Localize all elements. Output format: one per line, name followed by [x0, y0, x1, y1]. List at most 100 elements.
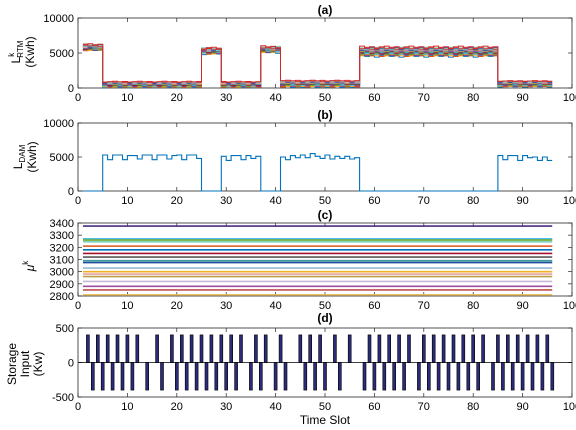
panel-d-bar [432, 335, 435, 363]
panel-d-xtick-label: 30 [220, 401, 232, 413]
panel-d-bar [304, 363, 307, 391]
panel-a-xtick-label: 80 [467, 92, 479, 104]
panel-d-bar [131, 363, 134, 391]
panel-a-xtick-label: 0 [75, 92, 81, 104]
panel-d-bar [551, 363, 554, 391]
panel-d-bar [210, 335, 213, 363]
panel-d-bars [78, 335, 572, 390]
panel-b-xtick-label: 60 [368, 195, 380, 207]
panel-d-bar [106, 335, 109, 363]
panel-d-ytick-label: 500 [56, 323, 74, 335]
panel-d-xtick-label: 0 [75, 401, 81, 413]
panel-c-axes: 0 10 20 30 40 50 60 70 80 90 100 280029003000310032… [50, 218, 576, 312]
panel-d-xtick-label: 90 [516, 401, 528, 413]
panel-d-bar [254, 335, 257, 363]
panel-d-bar [511, 363, 514, 391]
panel-d-bar [506, 335, 509, 363]
panel-d-bar [462, 335, 465, 363]
panel-c-ytick-label: 3400 [50, 218, 74, 230]
panel-d-bar [378, 335, 381, 363]
panel-c-series [83, 226, 552, 295]
panel-d-bar [96, 335, 99, 363]
panel-a-ytick-label: 10000 [43, 13, 74, 25]
panel-a-ylabel-sup: k [7, 52, 16, 57]
panel-b-xtick-label: 30 [220, 195, 232, 207]
panel-d-bar [472, 335, 475, 363]
panel-b-xtick-label: 80 [467, 195, 479, 207]
panel-d-bar [91, 363, 94, 391]
panel-c-ytick-label: 2900 [50, 279, 74, 291]
panel-c-xtick-label: 80 [467, 300, 479, 312]
panel-c-xtick-label: 60 [368, 300, 380, 312]
panel-a-series [83, 44, 552, 88]
panel-d-xtick-label: 80 [467, 401, 479, 413]
panel-d-bar [121, 363, 124, 391]
panel-d-bar [195, 363, 198, 391]
panel-d-bar [447, 363, 450, 391]
panel-b-xtick-label: 0 [75, 195, 81, 207]
panel-a-ytick-label: 0 [68, 83, 74, 95]
panel-d-bar [526, 335, 529, 363]
panel-d-bar [417, 363, 420, 391]
panel-d-bar [536, 335, 539, 363]
panel-d-bar [393, 363, 396, 391]
panel-a-xtick-label: 100 [563, 92, 576, 104]
panel-b-ylabel-unit: (Kwh) [25, 141, 39, 172]
panel-c-xtick-label: 90 [516, 300, 528, 312]
panel-c-xtick-label: 30 [220, 300, 232, 312]
panel-c-xtick-label: 10 [121, 300, 133, 312]
panel-d-bar [482, 335, 485, 363]
panel-d-ylabel-line-2: Input [18, 350, 32, 377]
panel-a-xtick-label: 20 [171, 92, 183, 104]
panel-d-bar [496, 335, 499, 363]
panel-b-xtick-label: 10 [121, 195, 133, 207]
panel-c-xtick-label: 20 [171, 300, 183, 312]
panel-b-xtick-label: 100 [563, 195, 576, 207]
panel-b-xtick-label: 70 [418, 195, 430, 207]
panel-d-bar [101, 363, 104, 391]
panel-d-bar [338, 363, 341, 391]
panel-d-bar [284, 363, 287, 391]
panel-d-bar [348, 335, 351, 363]
panel-b-xtick-label: 50 [319, 195, 331, 207]
panel-d-xtick-label: 50 [319, 401, 331, 413]
panel-b-series-line [83, 154, 552, 191]
panel-d-bar [333, 335, 336, 363]
panel-d-bar [190, 335, 193, 363]
panel-d-bar [492, 363, 495, 391]
panel-d-bar [546, 335, 549, 363]
panel-d-bar [200, 335, 203, 363]
panel-d-bar [368, 335, 371, 363]
panel-b-xtick-label: 90 [516, 195, 528, 207]
panel-d-xtick-label: 10 [121, 401, 133, 413]
panel-c-ytick-label: 3200 [50, 242, 74, 254]
panel-d-bar [180, 335, 183, 363]
panel-b-title: (b) [317, 108, 332, 122]
panel-d-bar [220, 335, 223, 363]
panel-c-frame [78, 223, 572, 296]
panel-d-bar [240, 335, 243, 363]
panel-d-bar [531, 363, 534, 391]
panel-c-xtick-label: 70 [418, 300, 430, 312]
panel-d-bar [442, 335, 445, 363]
panel-a-xtick-label: 90 [516, 92, 528, 104]
panel-d-xtick-label: 40 [269, 401, 281, 413]
panel-d-bar [521, 363, 524, 391]
panel-d-bar [225, 363, 228, 391]
panel-d-bar [422, 335, 425, 363]
panel-d-xtick-label: 70 [418, 401, 430, 413]
panel-d-bar [86, 335, 89, 363]
panel-a-series-line [83, 45, 552, 84]
panel-d-bar [126, 335, 129, 363]
panel-d-bar [146, 363, 149, 391]
panel-d-ylabel-line-1: Storage [5, 343, 19, 385]
panel-d-bar [215, 363, 218, 391]
panel-d-bar [319, 335, 322, 363]
panel-a-rtm-load: (a) 0 10 20 30 40 50 60 70 80 90 100 0 5000 10000 LkR… [7, 3, 576, 104]
panel-d-xtick-label: 20 [171, 401, 183, 413]
panel-a-xtick-label: 40 [269, 92, 281, 104]
panel-b-ytick-label: 10000 [43, 118, 74, 130]
panel-c-xtick-label: 40 [269, 300, 281, 312]
